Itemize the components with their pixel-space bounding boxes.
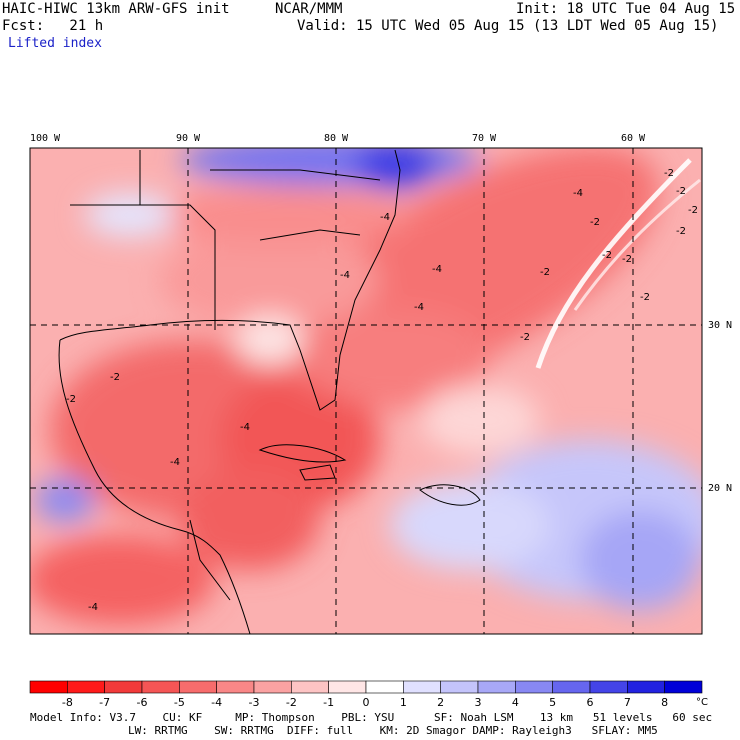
model-info-line-2: LW: RRTMG SW: RRTMG DIFF: full KM: 2D Sm…	[128, 724, 658, 737]
contour-label: -4	[414, 302, 424, 313]
colorbar-tick: -8	[62, 696, 73, 709]
colorbar-tick: 7	[624, 696, 631, 709]
colorbar-tick: 1	[400, 696, 407, 709]
contour-label: -2	[676, 226, 686, 237]
colorbar-unit: °C	[696, 697, 708, 708]
colorbar-tick: -4	[211, 696, 222, 709]
lon-label: 60 W	[621, 133, 646, 144]
field-name: Lifted index	[8, 36, 102, 51]
lon-label: 100 W	[30, 133, 61, 144]
colorbar-swatch	[552, 680, 591, 694]
map-frame	[29, 147, 703, 635]
contour-label: -2	[110, 372, 120, 383]
colorbar-tick: 5	[549, 696, 556, 709]
colorbar-swatch	[328, 680, 367, 694]
center-label: NCAR/MMM	[275, 1, 343, 17]
contour-label: -4	[88, 602, 98, 613]
forecast-hour: Fcst: 21 h	[2, 18, 104, 34]
colorbar-tick: 2	[437, 696, 444, 709]
contour-label: -2	[676, 186, 686, 197]
colorbar-swatch	[664, 680, 703, 694]
contour-label: -4	[380, 212, 390, 223]
colorbar-tick: 8	[661, 696, 668, 709]
colorbar-swatch	[253, 680, 292, 694]
colorbar-tick: -6	[137, 696, 148, 709]
contour-label: -2	[622, 254, 632, 265]
colorbar-swatch	[515, 680, 553, 694]
colorbar-tick: -2	[286, 696, 297, 709]
lifted-index-field	[30, 148, 702, 634]
contour-label: -4	[432, 264, 442, 275]
colorbar-swatch	[477, 680, 516, 694]
colorbar-swatch	[440, 680, 479, 694]
contour-label: -2	[602, 250, 612, 261]
colorbar-swatch	[29, 680, 68, 694]
colorbar-tick: -5	[174, 696, 185, 709]
contour-label: -2	[688, 205, 698, 216]
contour-label: -2	[590, 217, 600, 228]
colorbar-swatch	[403, 680, 441, 694]
lat-label: 20 N	[708, 483, 732, 494]
lon-label: 90 W	[176, 133, 201, 144]
lon-label: 80 W	[324, 133, 349, 144]
model-info-line-1: Model Info: V3.7 CU: KF MP: Thompson PBL…	[30, 711, 713, 724]
colorbar-tick: 4	[512, 696, 519, 709]
colorbar-swatch	[141, 680, 180, 694]
colorbar-swatch	[104, 680, 143, 694]
colorbar-swatch	[67, 680, 105, 694]
contour-label: -4	[340, 270, 350, 281]
model-title: HAIC-HIWC 13km ARW-GFS init	[2, 1, 230, 17]
lat-label: 30 N	[708, 320, 732, 331]
colorbar-swatch	[589, 680, 628, 694]
colorbar-tick: 6	[587, 696, 594, 709]
colorbar-swatch	[216, 680, 255, 694]
colorbar-tick: -1	[323, 696, 334, 709]
contour-label: -2	[520, 332, 530, 343]
contour-label: -2	[640, 292, 650, 303]
colorbar-tick: -3	[249, 696, 260, 709]
colorbar-swatch	[627, 680, 665, 694]
colorbar-tick: 3	[475, 696, 482, 709]
colorbar-swatch	[365, 680, 404, 694]
contour-label: -4	[170, 457, 180, 468]
contour-label: -4	[240, 422, 250, 433]
contour-label: -2	[664, 168, 674, 179]
contour-label: -4	[573, 188, 583, 199]
valid-time: Valid: 15 UTC Wed 05 Aug 15 (13 LDT Wed …	[297, 18, 719, 34]
contour-label: -2	[66, 394, 76, 405]
colorbar-swatch	[179, 680, 217, 694]
colorbar-tick: -7	[99, 696, 110, 709]
init-time: Init: 18 UTC Tue 04 Aug 15	[516, 1, 736, 17]
lon-label: 70 W	[472, 133, 497, 144]
contour-label: -2	[540, 267, 550, 278]
colorbar-swatch	[291, 680, 329, 694]
colorbar-tick: 0	[363, 696, 370, 709]
